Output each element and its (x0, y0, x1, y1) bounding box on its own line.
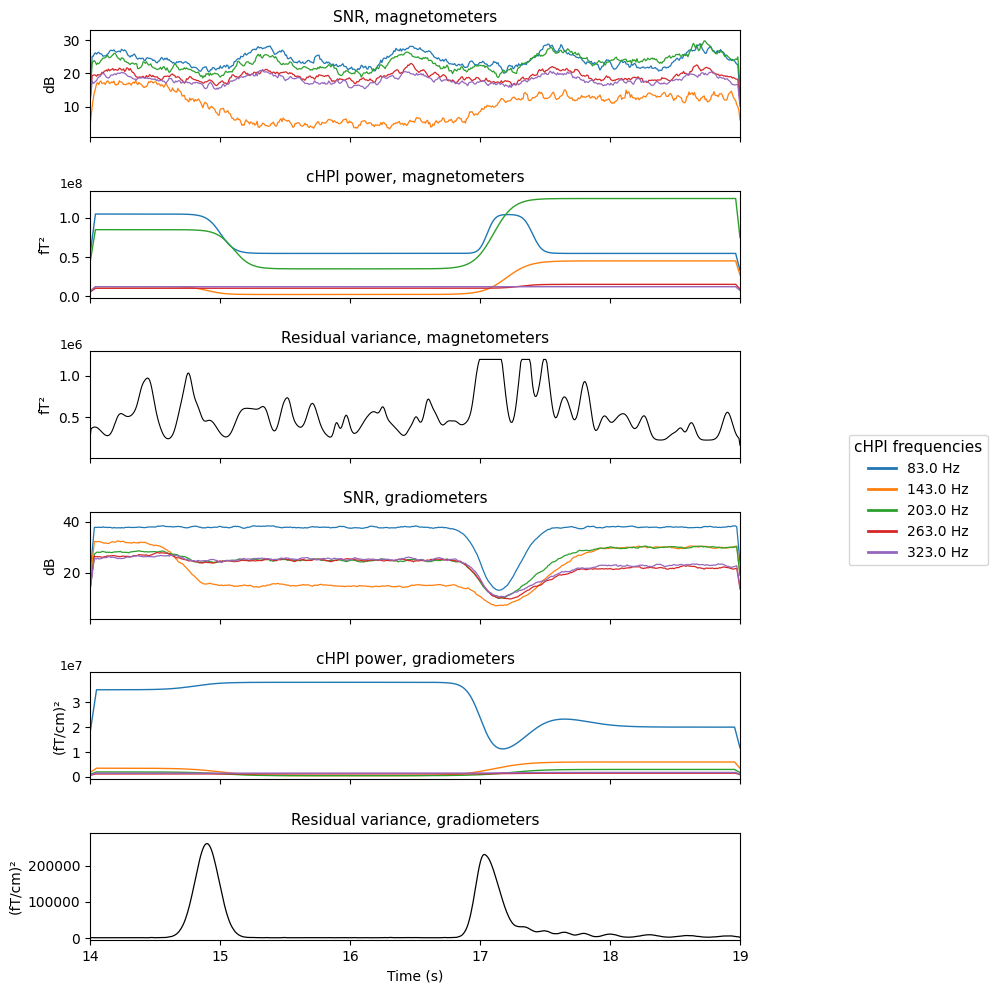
Text: 1e6: 1e6 (60, 339, 84, 352)
Title: Residual variance, gradiometers: Residual variance, gradiometers (291, 813, 539, 828)
Y-axis label: dB: dB (43, 556, 57, 575)
Y-axis label: fT²: fT² (39, 395, 53, 414)
Title: cHPI power, magnetometers: cHPI power, magnetometers (306, 170, 524, 185)
Y-axis label: (fT/cm)²: (fT/cm)² (52, 698, 66, 754)
Y-axis label: dB: dB (43, 74, 57, 93)
Title: SNR, gradiometers: SNR, gradiometers (343, 491, 487, 506)
Text: 1e8: 1e8 (60, 178, 84, 191)
Text: 1e7: 1e7 (60, 660, 84, 673)
Title: Residual variance, magnetometers: Residual variance, magnetometers (281, 331, 549, 346)
Y-axis label: (fT/cm)²: (fT/cm)² (8, 859, 22, 914)
Y-axis label: fT²: fT² (39, 235, 53, 254)
Title: SNR, magnetometers: SNR, magnetometers (333, 10, 497, 25)
X-axis label: Time (s): Time (s) (387, 969, 443, 983)
Title: cHPI power, gradiometers: cHPI power, gradiometers (316, 652, 514, 667)
Legend: 83.0 Hz, 143.0 Hz, 203.0 Hz, 263.0 Hz, 323.0 Hz: 83.0 Hz, 143.0 Hz, 203.0 Hz, 263.0 Hz, 3… (849, 435, 988, 565)
